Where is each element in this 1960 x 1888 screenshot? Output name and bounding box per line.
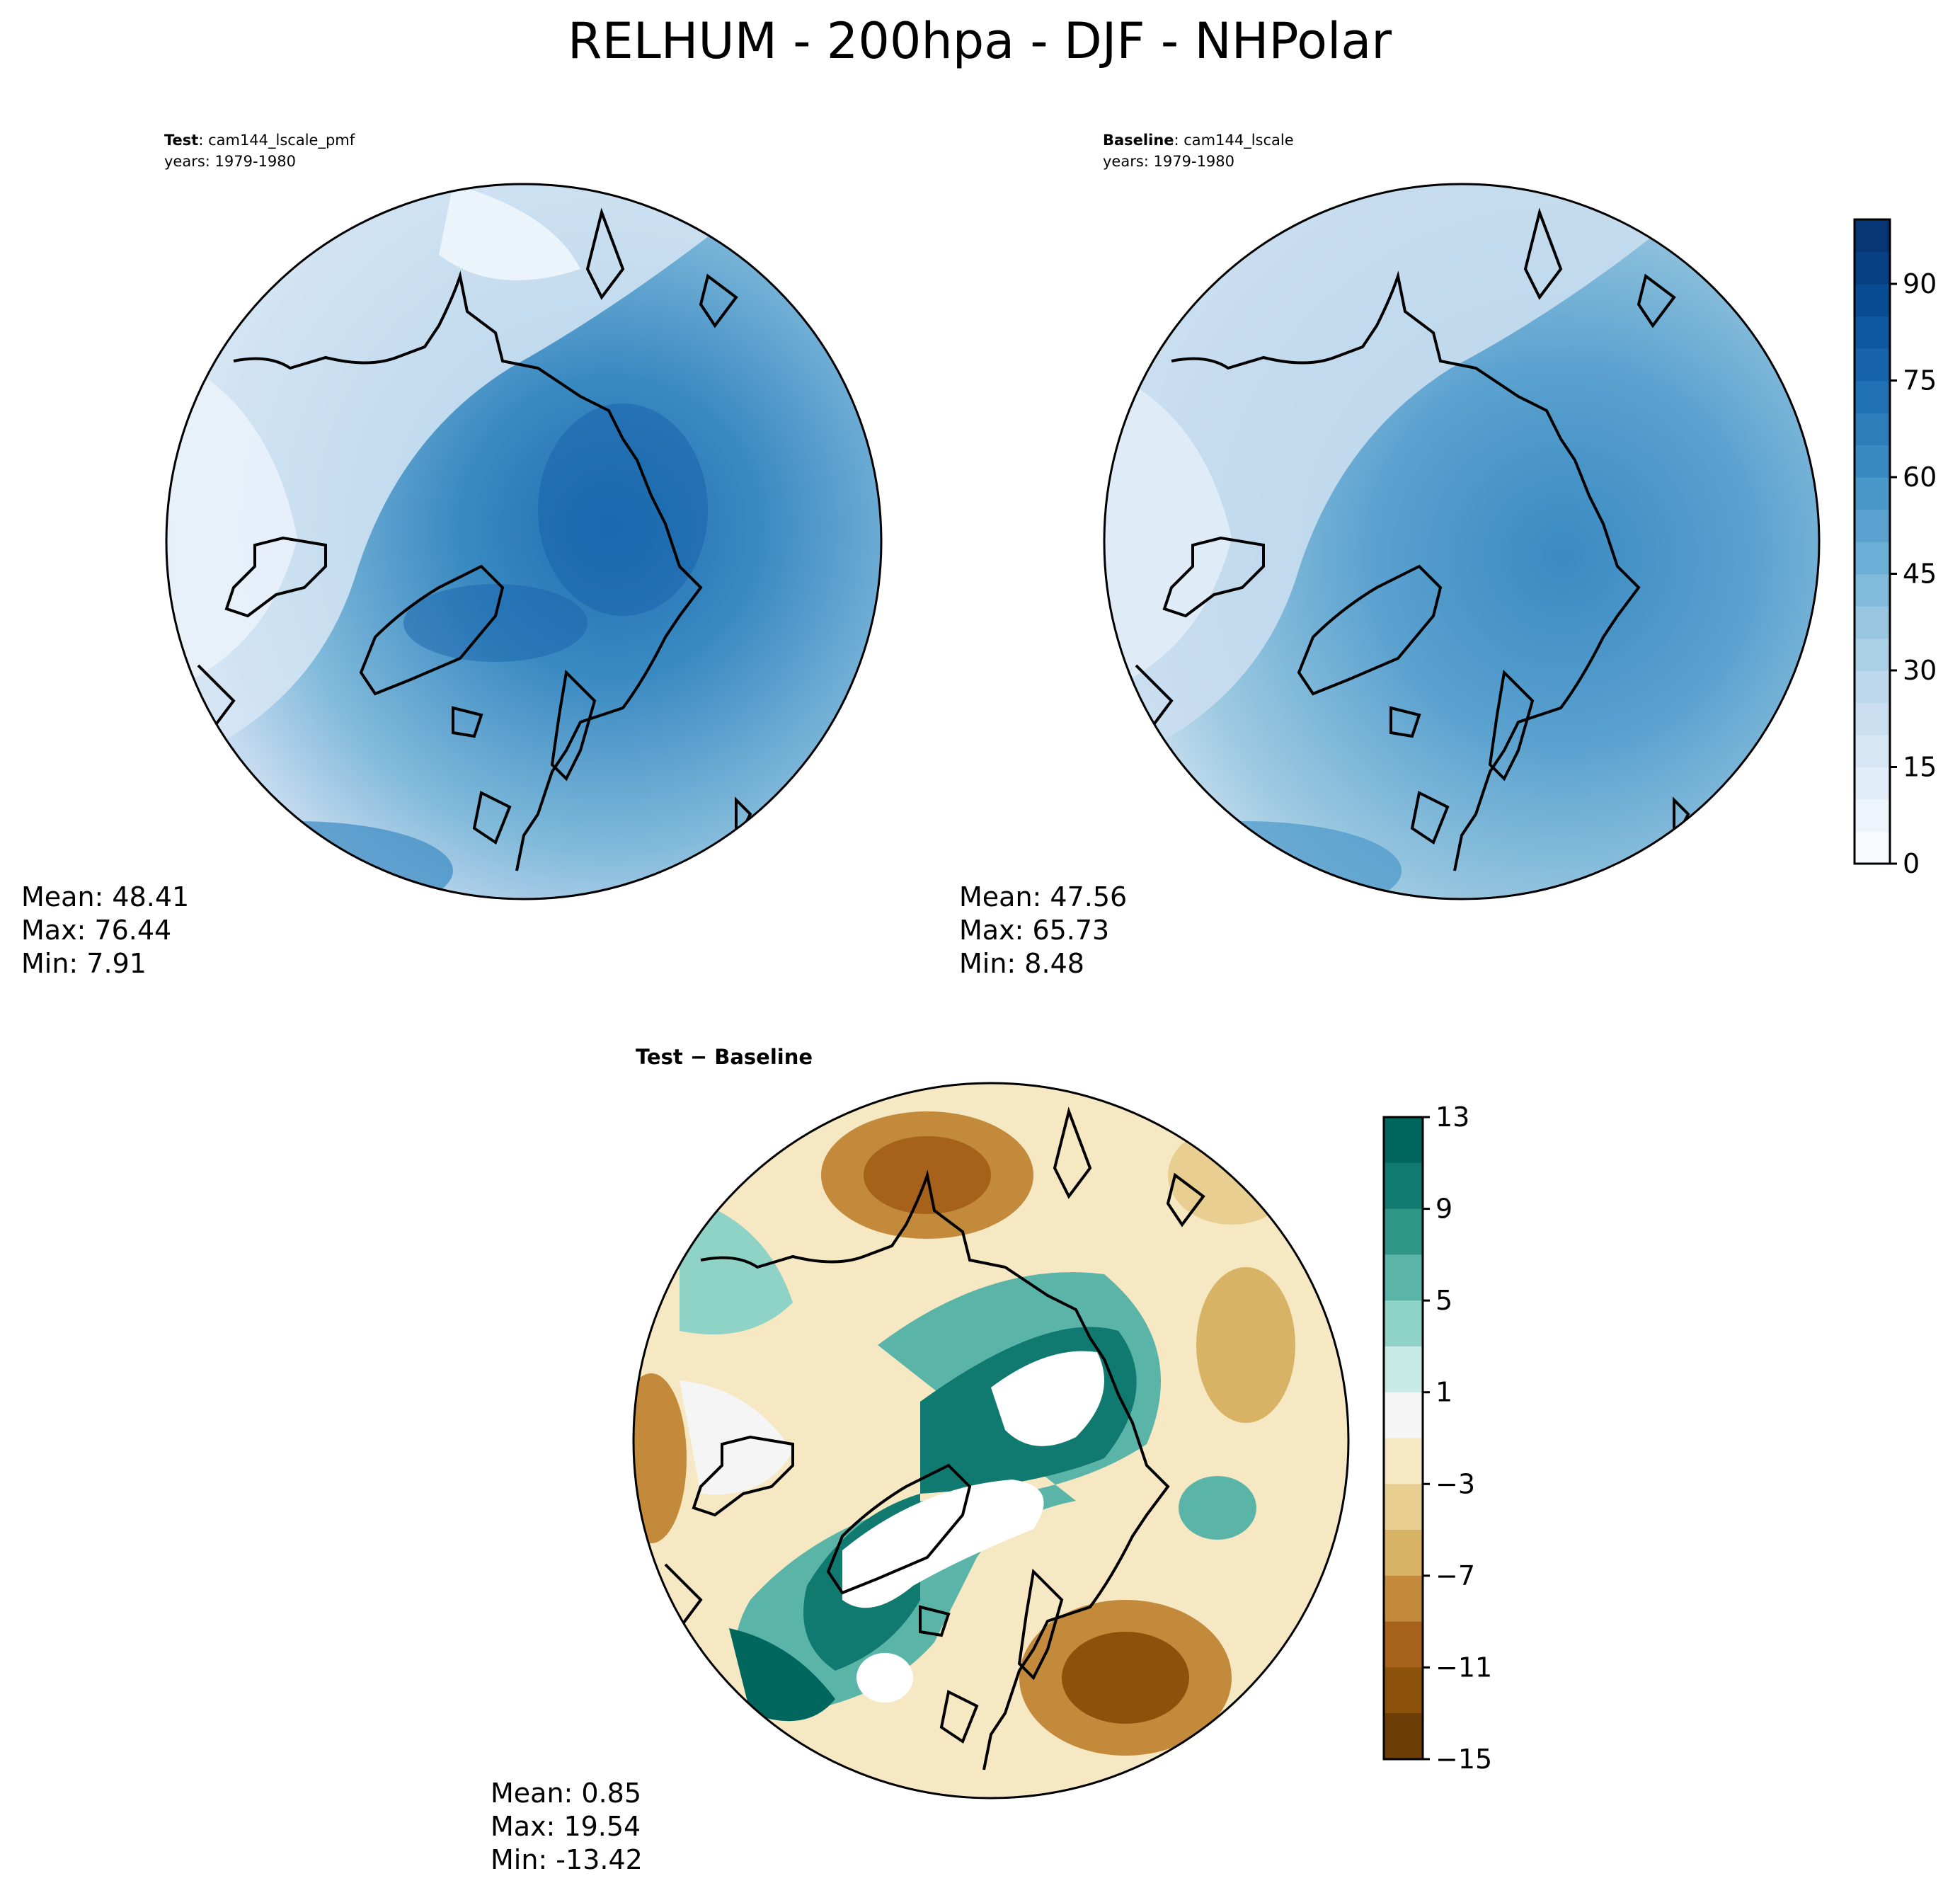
test-max: Max: 76.44 <box>21 915 171 946</box>
baseline-mean: Mean: 47.56 <box>959 881 1127 912</box>
colorbar-swatch <box>1384 1162 1423 1210</box>
colorbar-swatch <box>1384 1208 1423 1255</box>
diff-map <box>634 1083 1348 1798</box>
colorbar-tick-label: −11 <box>1435 1652 1492 1683</box>
colorbar-swatch <box>1855 251 1890 285</box>
test-map-border <box>165 183 883 900</box>
test-panel-label: Test: cam144_lscale_pmf <box>164 132 355 149</box>
colorbar-swatch <box>1384 1530 1423 1577</box>
test-label-bold: Test <box>164 132 198 149</box>
colorbar-swatch <box>1855 316 1890 349</box>
colorbar-swatch <box>1855 477 1890 510</box>
colorbar-swatch <box>1855 606 1890 639</box>
colorbar-tick-label: 13 <box>1435 1102 1469 1133</box>
colorbar-swatch <box>1855 670 1890 704</box>
baseline-map <box>1104 184 1819 899</box>
colorbar-swatch <box>1384 1438 1423 1484</box>
colorbar-tick-label: −15 <box>1435 1744 1492 1775</box>
colorbar-swatch <box>1855 799 1890 833</box>
colorbar-swatch <box>1384 1300 1423 1347</box>
colorbar-swatch <box>1384 1117 1423 1164</box>
colorbar-swatch <box>1855 219 1890 253</box>
test-min: Min: 7.91 <box>21 948 147 979</box>
main-colorbar: 0 15 30 45 60 75 90 <box>1853 218 1937 879</box>
baseline-map-border <box>1103 183 1821 900</box>
colorbar-tick-label: 45 <box>1903 559 1937 590</box>
colorbar-swatch <box>1855 735 1890 768</box>
diff-panel-label: Test − Baseline <box>636 1045 813 1069</box>
test-label-rest: : cam144_lscale_pmf <box>198 132 355 149</box>
colorbar-tick-label: −7 <box>1435 1560 1475 1591</box>
colorbar-tick-label: 1 <box>1435 1377 1452 1408</box>
colorbar-tick-label: 9 <box>1435 1194 1452 1225</box>
baseline-min: Min: 8.48 <box>959 948 1084 979</box>
colorbar-tick-label: −3 <box>1435 1468 1475 1499</box>
baseline-label-rest: : cam144_lscale <box>1174 132 1294 149</box>
test-map <box>166 184 881 899</box>
figure-title: RELHUM - 200hpa - DJF - NHPolar <box>568 12 1392 70</box>
baseline-max: Max: 65.73 <box>959 915 1109 946</box>
colorbar-swatch <box>1384 1667 1423 1714</box>
colorbar-swatch <box>1384 1621 1423 1669</box>
colorbar-swatch <box>1855 831 1890 864</box>
colorbar-swatch <box>1855 413 1890 446</box>
baseline-label-bold: Baseline <box>1103 132 1174 149</box>
colorbar-swatch <box>1384 1392 1423 1439</box>
diff-map-border <box>632 1082 1350 1800</box>
diff-max: Max: 19.54 <box>491 1811 641 1842</box>
colorbar-swatch <box>1384 1713 1423 1760</box>
colorbar-swatch <box>1855 573 1890 607</box>
colorbar-swatch <box>1384 1484 1423 1531</box>
test-mean: Mean: 48.41 <box>21 881 189 912</box>
colorbar-swatch <box>1855 348 1890 382</box>
colorbar-tick-label: 5 <box>1435 1285 1452 1316</box>
colorbar-swatch <box>1384 1254 1423 1301</box>
colorbar-swatch <box>1855 638 1890 671</box>
baseline-panel-label: Baseline: cam144_lscale <box>1103 132 1294 149</box>
colorbar-swatch <box>1855 767 1890 800</box>
colorbar-tick-label: 75 <box>1903 365 1937 396</box>
test-years: years: 1979-1980 <box>164 153 296 170</box>
colorbar-swatch <box>1855 380 1890 413</box>
colorbar-tick-label: 60 <box>1903 462 1937 493</box>
colorbar-swatch <box>1855 284 1890 317</box>
colorbar-swatch <box>1855 702 1890 736</box>
colorbar-tick-label: 90 <box>1903 268 1937 299</box>
diff-min: Min: -13.42 <box>491 1844 643 1875</box>
colorbar-swatch <box>1384 1575 1423 1623</box>
colorbar-tick-label: 30 <box>1903 655 1937 686</box>
baseline-years: years: 1979-1980 <box>1103 153 1234 170</box>
diff-colorbar: 13 9 5 1 −3 −7 −11 −15 <box>1382 1102 1492 1775</box>
test-panel: Test: cam144_lscale_pmf years: 1979-1980 <box>21 132 883 979</box>
baseline-panel: Baseline: cam144_lscale years: 1979-1980 <box>959 132 1821 979</box>
diff-mean: Mean: 0.85 <box>491 1778 641 1809</box>
colorbar-tick-label: 0 <box>1903 848 1920 879</box>
colorbar-swatch <box>1384 1346 1423 1393</box>
colorbar-tick-label: 15 <box>1903 752 1937 783</box>
colorbar-swatch <box>1855 542 1890 575</box>
diff-panel: Test − Baseline <box>491 1045 1350 1875</box>
colorbar-swatch <box>1855 445 1890 478</box>
colorbar-swatch <box>1855 509 1890 542</box>
